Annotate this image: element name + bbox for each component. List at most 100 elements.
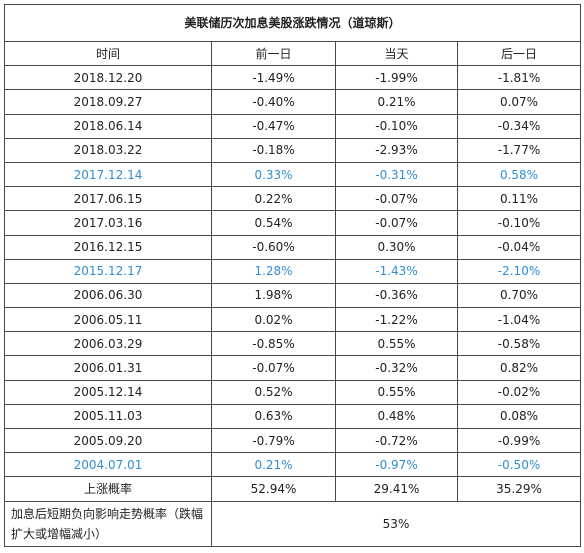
cell-date: 2017.06.15	[4, 186, 212, 212]
cell-same-day: 0.30%	[335, 234, 458, 260]
cell-same-day: -1.22%	[335, 307, 458, 333]
cell-date: 2004.07.01	[4, 452, 212, 478]
cell-next-day: -0.34%	[456, 113, 582, 139]
cell-next-day: -0.04%	[456, 234, 582, 260]
cell-prev-day: 0.54%	[211, 210, 336, 236]
cell-same-day: -0.31%	[335, 161, 458, 188]
table-row: 2004.07.01 0.21% -0.97% -0.50%	[4, 452, 582, 478]
summary-next: 35.29%	[456, 476, 582, 502]
cell-next-day: 0.07%	[456, 89, 582, 115]
cell-prev-day: -0.40%	[211, 89, 336, 115]
cell-prev-day: 0.21%	[211, 452, 336, 478]
cell-date: 2005.11.03	[4, 403, 212, 430]
fed-rate-hike-dow-table: 美联储历次加息美股涨跌情况（道琼斯） 时间 前一日 当天 后一日 2018.12…	[3, 4, 582, 547]
summary-label: 上涨概率	[4, 476, 212, 502]
cell-same-day: -1.99%	[335, 65, 458, 91]
table-title: 美联储历次加息美股涨跌情况（道琼斯）	[3, 4, 582, 42]
cell-same-day: 0.55%	[335, 331, 458, 357]
cell-same-day: -1.43%	[335, 258, 458, 284]
cell-date: 2006.01.31	[4, 355, 212, 381]
table-row: 2005.09.20 -0.79% -0.72% -0.99%	[4, 427, 582, 454]
cell-prev-day: 0.52%	[211, 379, 336, 405]
cell-prev-day: -0.07%	[211, 355, 336, 381]
cell-date: 2005.12.14	[4, 379, 212, 405]
cell-prev-day: -0.85%	[211, 331, 336, 357]
cell-date: 2016.12.15	[4, 234, 212, 260]
cell-prev-day: 0.22%	[211, 186, 336, 212]
cell-same-day: 0.48%	[335, 403, 458, 430]
table-row: 2006.05.11 0.02% -1.22% -1.04%	[4, 307, 582, 333]
cell-same-day: 0.55%	[335, 379, 458, 405]
cell-next-day: 0.08%	[456, 403, 582, 430]
cell-same-day: -0.72%	[335, 427, 458, 454]
cell-next-day: -0.58%	[456, 331, 582, 357]
note-value: 53%	[210, 500, 582, 547]
table-row: 2017.03.16 0.54% -0.07% -0.10%	[4, 210, 582, 236]
cell-next-day: -0.99%	[456, 427, 582, 454]
header-date: 时间	[4, 40, 212, 67]
title-row: 美联储历次加息美股涨跌情况（道琼斯）	[3, 4, 582, 42]
summary-day: 29.41%	[335, 476, 458, 502]
cell-same-day: -0.10%	[335, 113, 458, 139]
cell-next-day: 0.11%	[456, 186, 582, 212]
cell-next-day: 0.82%	[456, 355, 582, 381]
cell-prev-day: -1.49%	[211, 65, 336, 91]
table-row: 2018.06.14 -0.47% -0.10% -0.34%	[4, 113, 582, 139]
cell-prev-day: 0.63%	[211, 403, 336, 430]
note-label: 加息后短期负向影响走势概率（跌幅扩大或增幅减小）	[4, 500, 212, 547]
cell-same-day: -0.07%	[335, 210, 458, 236]
table-row: 2006.06.30 1.98% -0.36% 0.70%	[4, 282, 582, 309]
cell-date: 2018.09.27	[4, 89, 212, 115]
cell-next-day: 0.70%	[456, 282, 582, 309]
table-row: 2016.12.15 -0.60% 0.30% -0.04%	[4, 234, 582, 260]
table-row: 2005.12.14 0.52% 0.55% -0.02%	[4, 379, 582, 405]
cell-next-day: -1.81%	[456, 65, 582, 91]
cell-date: 2018.06.14	[4, 113, 212, 139]
cell-next-day: -1.77%	[456, 137, 582, 163]
cell-date: 2018.03.22	[4, 137, 212, 163]
cell-prev-day: -0.18%	[211, 137, 336, 163]
cell-prev-day: -0.79%	[211, 427, 336, 454]
cell-prev-day: -0.60%	[211, 234, 336, 260]
header-next-day: 后一日	[456, 40, 582, 67]
header-prev-day: 前一日	[211, 40, 336, 67]
cell-next-day: 0.58%	[456, 161, 582, 188]
cell-date: 2018.12.20	[4, 65, 212, 91]
cell-next-day: -2.10%	[456, 258, 582, 284]
header-same-day: 当天	[335, 40, 458, 67]
table-row: 2006.03.29 -0.85% 0.55% -0.58%	[4, 331, 582, 357]
cell-date: 2017.03.16	[4, 210, 212, 236]
cell-date: 2005.09.20	[4, 427, 212, 454]
cell-date: 2006.05.11	[4, 307, 212, 333]
table-row: 2018.12.20 -1.49% -1.99% -1.81%	[4, 65, 582, 91]
cell-prev-day: 1.98%	[211, 282, 336, 309]
table-row: 2015.12.17 1.28% -1.43% -2.10%	[4, 258, 582, 284]
table-row: 2005.11.03 0.63% 0.48% 0.08%	[4, 403, 582, 430]
cell-date: 2017.12.14	[4, 161, 212, 188]
cell-same-day: -0.36%	[335, 282, 458, 309]
cell-prev-day: 0.02%	[211, 307, 336, 333]
cell-same-day: -2.93%	[335, 137, 458, 163]
cell-prev-day: 0.33%	[211, 161, 336, 188]
cell-date: 2015.12.17	[4, 258, 212, 284]
table-row: 2006.01.31 -0.07% -0.32% 0.82%	[4, 355, 582, 381]
cell-prev-day: 1.28%	[211, 258, 336, 284]
summary-prev: 52.94%	[211, 476, 336, 502]
cell-date: 2006.06.30	[4, 282, 212, 309]
cell-same-day: -0.32%	[335, 355, 458, 381]
cell-same-day: 0.21%	[335, 89, 458, 115]
table-row: 2018.03.22 -0.18% -2.93% -1.77%	[4, 137, 582, 163]
cell-same-day: -0.07%	[335, 186, 458, 212]
table-row: 2018.09.27 -0.40% 0.21% 0.07%	[4, 89, 582, 115]
header-row: 时间 前一日 当天 后一日	[4, 40, 582, 67]
cell-prev-day: -0.47%	[211, 113, 336, 139]
table-row: 2017.12.14 0.33% -0.31% 0.58%	[4, 161, 582, 188]
cell-next-day: -0.10%	[456, 210, 582, 236]
cell-next-day: -0.02%	[456, 379, 582, 405]
summary-row: 上涨概率 52.94% 29.41% 35.29%	[4, 476, 582, 502]
note-row: 加息后短期负向影响走势概率（跌幅扩大或增幅减小） 53%	[4, 500, 582, 547]
cell-date: 2006.03.29	[4, 331, 212, 357]
table-row: 2017.06.15 0.22% -0.07% 0.11%	[4, 186, 582, 212]
cell-next-day: -0.50%	[456, 452, 582, 478]
cell-same-day: -0.97%	[335, 452, 458, 478]
